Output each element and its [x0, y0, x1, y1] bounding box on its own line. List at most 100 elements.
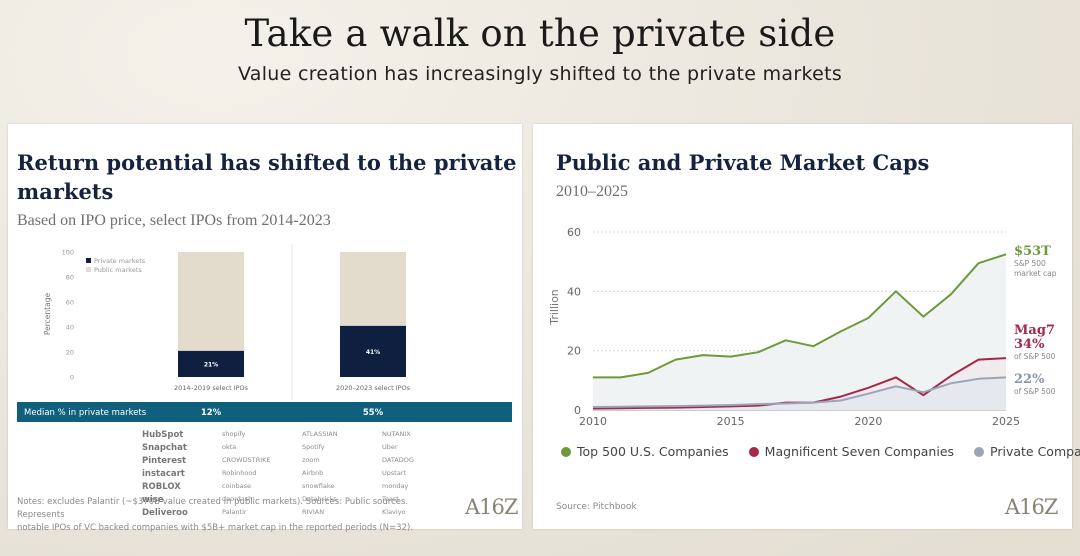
median-row-label: Median % in private markets — [24, 408, 147, 418]
company-logo: okta — [222, 443, 237, 451]
legend-swatch — [86, 267, 91, 272]
page-title: Take a walk on the private side — [244, 12, 836, 55]
legend-label: Private markets — [94, 257, 146, 265]
company-logo: Spotify — [302, 443, 325, 451]
series-area-2 — [593, 377, 1006, 410]
company-logo: coinbase — [222, 482, 251, 490]
legend-label-private: Private Companies — [990, 444, 1080, 459]
y-axis-label: Trillion — [548, 289, 561, 326]
company-logo: zoom — [302, 456, 320, 464]
series-line-2 — [592, 376, 1007, 408]
company-logo: shopify — [222, 430, 246, 438]
private-annotation-label: of S&P 500 — [1014, 387, 1056, 396]
company-logo: HubSpot — [142, 430, 184, 440]
private-annotation: 22% of S&P 500 — [1014, 373, 1055, 397]
bar-private-markets — [340, 325, 406, 377]
ipo-chart-title: Return potential has shifted to the priv… — [17, 148, 516, 206]
y-tick-label: 0 — [574, 404, 581, 417]
market-cap-source: Source: Pitchbook — [556, 502, 637, 512]
y-tick-label: 40 — [66, 324, 74, 332]
private-annotation-value: 22% — [1014, 372, 1045, 387]
legend-label-top500: Top 500 U.S. Companies — [577, 444, 729, 459]
legend-item-private: Private Companies — [974, 444, 1080, 459]
page-subtitle: Value creation has increasingly shifted … — [237, 63, 843, 85]
company-logo: Robinhood — [222, 469, 257, 477]
company-logo: instacart — [142, 469, 185, 479]
legend-label: Public markets — [94, 266, 142, 274]
y-tick-label: 80 — [66, 274, 74, 282]
company-logo: CROWDSTRIKE — [222, 456, 271, 464]
mag7-annotation-share: 34% — [1014, 337, 1045, 352]
market-cap-line-chart: 0 20 40 60 2010 2015 2020 2025 Trillion — [548, 226, 1020, 428]
series-line-0 — [593, 253, 1007, 379]
median-row-value: 12% — [201, 408, 222, 418]
legend-label-mag7: Magnificent Seven Companies — [764, 444, 955, 459]
median-row-value: 55% — [363, 408, 384, 418]
company-logo: ATLASSIAN — [302, 430, 338, 438]
company-logo: monday — [382, 482, 409, 490]
legend-dot-private — [974, 446, 985, 457]
ipo-chart-title-line1: Return potential has shifted to the priv… — [17, 150, 517, 175]
company-logo: NUTANIX — [382, 430, 411, 438]
series-area-0 — [593, 254, 1006, 410]
company-logo: wise — [142, 495, 164, 505]
page-header: Take a walk on the private side Value cr… — [0, 12, 1080, 85]
x-tick-label: 2025 — [992, 415, 1020, 428]
bar-public-markets — [178, 252, 244, 351]
ipo-chart-notes: Notes: excludes Palantir (~$370B value c… — [17, 496, 457, 535]
y-tick-label: 40 — [567, 285, 581, 298]
company-logo: RIVIAN — [302, 508, 325, 516]
company-logo: Deliveroo — [142, 508, 188, 518]
y-tick-label: 100 — [62, 249, 74, 257]
notes-line2: notable IPOs of VC backed companies with… — [17, 523, 413, 533]
company-logo: snowflake — [302, 482, 335, 490]
bar-value-label: 41% — [366, 349, 380, 356]
y-tick-label: 60 — [567, 226, 581, 239]
company-logo: Snapchat — [142, 443, 187, 453]
x-tick-label: 2010 — [579, 415, 607, 428]
x-tick-label: 2015 — [717, 415, 745, 428]
company-logo: Pinterest — [142, 456, 187, 466]
sp500-annotation-label: S&P 500 market cap — [1014, 259, 1057, 278]
sp500-annotation: $53T S&P 500 market cap — [1014, 245, 1060, 279]
y-tick-label: 60 — [66, 299, 74, 307]
bar-private-markets — [178, 350, 244, 377]
x-category-label: 2014–2019 select IPOs — [174, 384, 249, 392]
y-tick-label: 20 — [66, 349, 74, 357]
a16z-logo: A16Z — [465, 495, 518, 519]
legend-item-mag7: Magnificent Seven Companies — [748, 444, 955, 459]
mag7-annotation-label: of S&P 500 — [1014, 352, 1056, 361]
legend-dot-top500 — [561, 446, 571, 457]
company-logo: ROBLOX — [142, 482, 181, 492]
legend-item-top500: Top 500 U.S. Companies — [561, 444, 729, 459]
legend-swatch — [86, 258, 91, 263]
market-cap-chart-subtitle: 2010–2025 — [556, 183, 628, 200]
ipo-chart-card: Return potential has shifted to the priv… — [8, 124, 522, 533]
notes-line1: Notes: excludes Palantir (~$370B value c… — [17, 497, 409, 520]
ipo-stacked-bar-chart: 0 20 40 60 80 100 Percentage 21% 2014–2019 selec… — [17, 244, 512, 422]
y-tick-label: 20 — [567, 345, 581, 358]
sp500-annotation-value: $53T — [1014, 244, 1051, 259]
ipo-chart-subtitle: Based on IPO price, select IPOs from 201… — [17, 212, 331, 229]
x-category-label: 2020–2023 select IPOs — [336, 384, 411, 392]
a16z-logo-right: A16Z — [1005, 495, 1058, 519]
company-logo: DATADOG — [382, 456, 414, 464]
company-logo: Klaviyo — [382, 508, 406, 516]
bar-value-label: 21% — [204, 361, 218, 368]
mag7-annotation-value: Mag7 — [1014, 323, 1055, 338]
market-cap-chart-title: Public and Private Market Caps — [556, 150, 930, 175]
company-logo: Airbnb — [302, 469, 324, 477]
y-axis-label: Percentage — [43, 293, 52, 336]
x-tick-label: 2020 — [854, 415, 882, 428]
company-logo: Databricks — [302, 495, 337, 503]
y-tick-label: 0 — [70, 374, 74, 382]
market-cap-legend: Top 500 U.S. Companies Magnificent Seven… — [561, 444, 1080, 459]
legend-dot-mag7 — [748, 446, 759, 457]
company-logo: Uber — [382, 443, 398, 451]
market-cap-chart-card: Public and Private Market Caps 2010–2025… — [533, 124, 1080, 529]
company-logo: Upstart — [382, 469, 407, 477]
median-row-band — [17, 402, 512, 422]
mag7-annotation: Mag7 34% of S&P 500 — [1014, 324, 1055, 362]
company-logo-grid: HubSpot shopify ATLASSIAN NUTANIX Snapchat ok… — [142, 430, 467, 518]
bar-public-markets — [340, 252, 406, 326]
